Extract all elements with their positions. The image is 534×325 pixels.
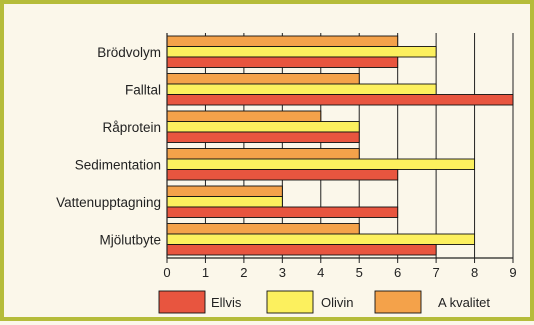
axes bbox=[166, 33, 514, 263]
bar-mjolutbyte-olivin bbox=[166, 233, 476, 245]
grid-lines bbox=[204, 33, 514, 258]
x-tick-label: 5 bbox=[356, 265, 363, 280]
x-tick-label: 0 bbox=[163, 265, 170, 280]
x-tick-label: 9 bbox=[509, 265, 516, 280]
x-tick-label: 4 bbox=[317, 265, 324, 280]
bar-raprotein-a-kvalitet bbox=[166, 110, 322, 122]
bars bbox=[166, 35, 514, 256]
bar-falltal-a-kvalitet bbox=[166, 73, 360, 85]
bar-falltal-ellvis bbox=[166, 94, 514, 106]
bar-mjolutbyte-ellvis bbox=[166, 244, 437, 256]
category-label: Brödvolym bbox=[97, 45, 161, 60]
x-tick-label: 3 bbox=[279, 265, 286, 280]
bar-vattenupptagning-a-kvalitet bbox=[166, 185, 283, 197]
bar-brodvolym-olivin bbox=[166, 46, 437, 58]
x-tick-label: 2 bbox=[240, 265, 247, 280]
bar-raprotein-ellvis bbox=[166, 131, 360, 143]
bar-mjolutbyte-a-kvalitet bbox=[166, 223, 360, 235]
bar-raprotein-olivin bbox=[166, 121, 360, 133]
legend-label: Ellvis bbox=[211, 295, 242, 310]
x-tick-label: 7 bbox=[432, 265, 439, 280]
tick-labels: 0 1 2 3 4 5 6 7 8 9 bbox=[163, 265, 516, 280]
category-labels: Brödvolym Falltal Råprotein Sedimentation Va… bbox=[56, 45, 161, 248]
category-label: Mjölutbyte bbox=[99, 232, 161, 247]
category-label: Sedimentation bbox=[75, 157, 161, 172]
category-label: Falltal bbox=[125, 82, 161, 97]
bar-brodvolym-ellvis bbox=[166, 56, 399, 68]
bar-brodvolym-a-kvalitet bbox=[166, 35, 399, 47]
bar-chart: Brödvolym Falltal Råprotein Sedimentation Va… bbox=[56, 33, 517, 314]
bar-sedimentation-a-kvalitet bbox=[166, 148, 360, 160]
legend-swatch-ellvis bbox=[158, 290, 206, 314]
x-tick-label: 6 bbox=[394, 265, 401, 280]
legend-label: A kvalitet bbox=[438, 295, 490, 310]
bar-vattenupptagning-ellvis bbox=[166, 206, 399, 218]
bar-falltal-olivin bbox=[166, 83, 437, 95]
bar-sedimentation-olivin bbox=[166, 158, 476, 170]
x-tick-label: 1 bbox=[202, 265, 209, 280]
bar-sedimentation-ellvis bbox=[166, 169, 399, 181]
category-label: Vattenupptagning bbox=[56, 195, 161, 210]
bar-vattenupptagning-olivin bbox=[166, 196, 283, 208]
legend-label: Olivin bbox=[321, 295, 354, 310]
legend-swatch-olivin bbox=[266, 290, 314, 314]
legend: Ellvis Olivin A kvalitet bbox=[158, 290, 490, 314]
category-label: Råprotein bbox=[102, 120, 161, 135]
x-tick-label: 8 bbox=[471, 265, 478, 280]
legend-swatch-a-kvalitet bbox=[374, 290, 422, 314]
